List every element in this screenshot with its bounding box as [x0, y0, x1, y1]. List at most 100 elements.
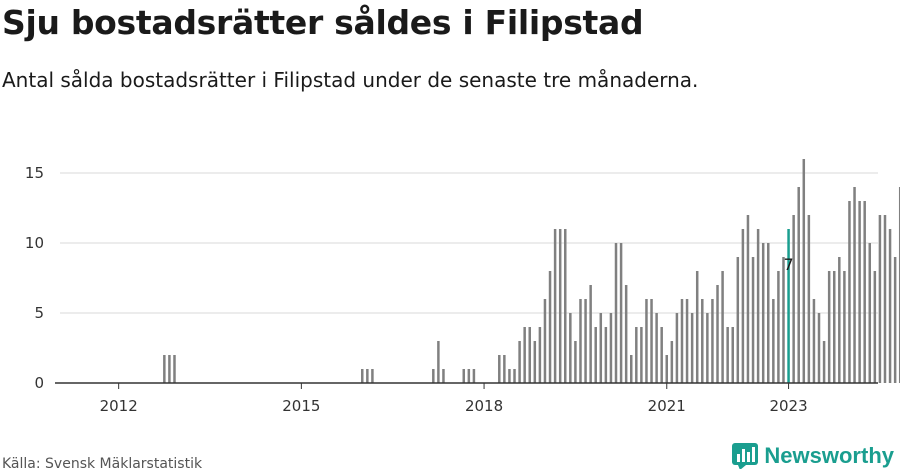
bar	[574, 341, 577, 383]
bar	[878, 215, 882, 383]
bar	[462, 369, 466, 383]
bar	[680, 299, 684, 383]
bar	[513, 369, 516, 383]
bar	[650, 299, 653, 383]
bar	[695, 271, 699, 383]
x-tick-label: 2023	[769, 397, 807, 415]
bar	[797, 187, 800, 383]
bar	[624, 285, 628, 383]
bar	[361, 369, 364, 383]
source-note: Källa: Svensk Mäklarstatistik	[2, 456, 203, 472]
bar	[619, 243, 623, 383]
bars	[163, 159, 900, 383]
bar	[731, 327, 734, 383]
bar	[528, 327, 531, 383]
bar	[767, 243, 770, 383]
bar	[660, 327, 663, 383]
bar	[711, 299, 714, 383]
bar	[553, 229, 557, 383]
bar	[665, 355, 669, 383]
bar	[523, 327, 526, 383]
bar	[898, 187, 900, 383]
bar	[701, 299, 704, 383]
data-labels: 7	[783, 255, 793, 274]
bar	[822, 341, 826, 383]
bar	[807, 215, 811, 383]
bar	[498, 355, 501, 383]
bar	[893, 257, 897, 383]
bar	[518, 341, 521, 383]
chart-subtitle: Antal sålda bostadsrätter i Filipstad un…	[2, 68, 699, 92]
bar	[812, 299, 816, 383]
bar	[761, 243, 765, 383]
bar	[655, 313, 658, 383]
bar	[838, 257, 841, 383]
bar	[594, 327, 597, 383]
bar	[777, 271, 780, 383]
bar	[604, 327, 608, 383]
bar	[802, 159, 806, 383]
bar	[817, 313, 821, 383]
y-tick-label: 15	[25, 164, 44, 182]
bar	[645, 299, 648, 383]
bar	[832, 271, 836, 383]
bar	[614, 243, 618, 383]
bar	[670, 341, 674, 383]
bar	[716, 285, 719, 383]
bar	[746, 215, 750, 383]
brand-name: Newsworthy	[764, 443, 894, 468]
bar	[579, 299, 582, 383]
bar	[792, 215, 795, 383]
bar	[437, 341, 440, 383]
bar	[843, 271, 846, 383]
bar	[533, 341, 537, 383]
bar	[858, 201, 861, 383]
bar	[640, 327, 643, 383]
bar	[685, 299, 689, 383]
bar	[827, 271, 831, 383]
bar	[508, 369, 511, 383]
bar	[736, 257, 740, 383]
y-tick-label: 10	[25, 234, 44, 252]
axes: 2012 2015 2018 2021 2023	[55, 382, 878, 415]
bar	[599, 313, 603, 383]
bar	[564, 229, 567, 383]
chart-title: Sju bostadsrätter såldes i Filipstad	[2, 3, 644, 42]
bar	[868, 243, 872, 383]
bar-highlight	[787, 229, 790, 383]
bar	[883, 215, 887, 383]
bar	[706, 313, 709, 383]
bar	[366, 369, 369, 383]
brand-logo: Newsworthy	[732, 443, 894, 469]
gridlines: 0 5 10 15	[25, 164, 878, 392]
bar	[538, 327, 542, 383]
bar	[751, 257, 755, 383]
bar	[863, 201, 866, 383]
bar	[371, 369, 374, 383]
bar	[472, 369, 476, 383]
x-tick-label: 2018	[465, 397, 503, 415]
bar	[584, 299, 587, 383]
bar	[589, 285, 592, 383]
bar	[772, 299, 775, 383]
bar	[543, 299, 547, 383]
bar	[629, 355, 633, 383]
bar	[168, 355, 171, 383]
bar	[173, 355, 176, 383]
bar	[726, 327, 729, 383]
bar	[467, 369, 471, 383]
bar	[741, 229, 745, 383]
x-tick-label: 2012	[100, 397, 138, 415]
data-label: 7	[783, 255, 793, 274]
bar	[548, 271, 552, 383]
bar	[873, 271, 877, 383]
x-tick-label: 2021	[648, 397, 686, 415]
bar	[782, 257, 785, 383]
bar	[503, 355, 506, 383]
y-tick-label: 5	[34, 304, 44, 322]
x-tick-label: 2015	[282, 397, 320, 415]
y-tick-label: 0	[34, 374, 44, 392]
bar	[635, 327, 638, 383]
bar	[442, 369, 445, 383]
